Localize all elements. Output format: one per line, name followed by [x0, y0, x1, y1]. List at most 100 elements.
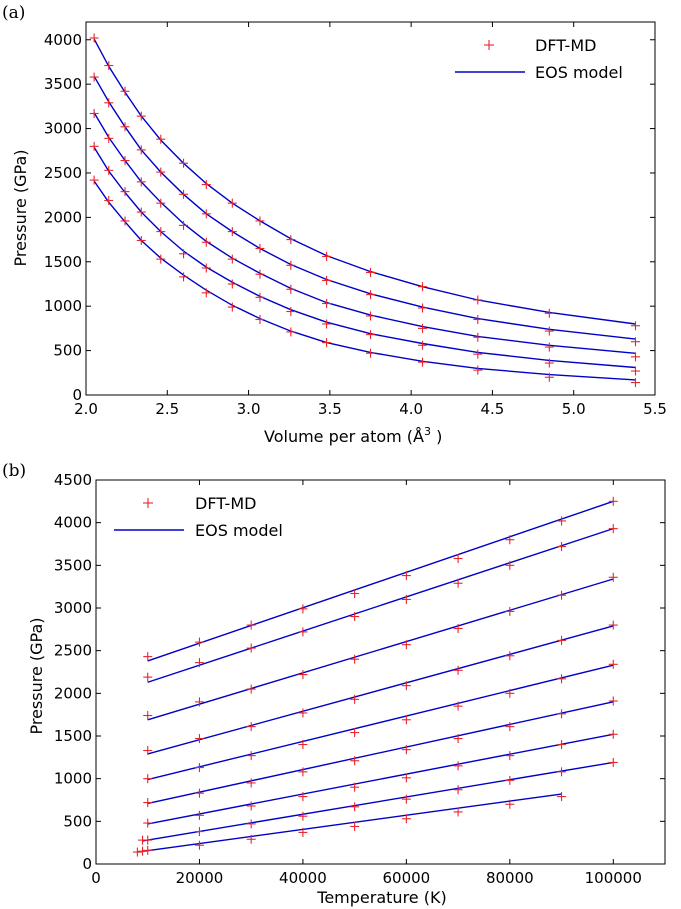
panel-b-dft-point: [505, 606, 515, 616]
panel-a-x-axis-title: Volume per atom (Å3 ): [264, 425, 442, 446]
panel-b-series-layer: [132, 496, 618, 857]
panel-a-dft-point: [179, 249, 189, 259]
panel-a-y-tick-label: 3500: [44, 75, 82, 93]
panel-a-eos-line-5: [93, 180, 636, 381]
panel-a-dft-point: [255, 315, 265, 325]
panel-b-dft-point: [194, 827, 204, 837]
panel-a-x-tick-label: 5.5: [643, 400, 667, 418]
panel-b-dft-point: [350, 612, 360, 622]
panel-a-dft-point: [104, 196, 114, 206]
panel-a-dft-point: [227, 227, 237, 237]
panel-a-dft-point: [366, 311, 375, 321]
panel-b-dft-point: [298, 604, 308, 614]
panel-b-dft-point: [453, 623, 463, 633]
panel-b-dft-point: [557, 740, 567, 750]
panel-b-dft-point: [194, 637, 204, 647]
panel-b-dft-point: [505, 799, 515, 809]
panel-a-dft-point: [473, 332, 483, 342]
panel-b-x-axis-title: Temperature (K): [316, 888, 446, 907]
panel-b-y-tick-label: 2000: [54, 684, 92, 702]
panel-a-dft-point: [104, 165, 114, 175]
panel-b-eos-line-6: [147, 701, 614, 805]
panel-b-dft-point: [138, 846, 148, 856]
panel-b-dft-point: [194, 810, 204, 820]
panel-b-dft-point: [453, 665, 463, 675]
panel-a-dft-point: [630, 366, 640, 376]
panel-b-eos-line-8: [142, 761, 614, 842]
panel-a-dft-point: [179, 220, 189, 230]
panel-b-dft-point: [194, 658, 204, 668]
panel-b-eos-line-5: [147, 664, 614, 781]
panel-a-dft-point: [136, 145, 146, 155]
panel-a-x-axis-title-text: Volume per atom (: [264, 427, 413, 446]
panel-a-series-layer: [89, 33, 640, 388]
panel-a-dft-point: [136, 177, 146, 187]
panel-b-dft-point: [557, 516, 567, 526]
panel-b-dft-point: [143, 835, 153, 845]
panel-b-dft-point: [143, 672, 153, 682]
panel-b-dft-point: [608, 729, 618, 739]
panel-a-dft-point: [227, 279, 237, 289]
panel-b-axes: 0 20000 40000 60000 80000 100000 0 500 1000 1500 2…: [54, 471, 666, 887]
panel-b-eos-line-2: [147, 527, 614, 683]
panel-a-x-axis-title-exp: 3: [424, 425, 431, 438]
panel-b-dft-point: [350, 694, 360, 704]
panel-b-dft-point: [557, 635, 567, 645]
panel-a-dft-point: [322, 299, 332, 309]
panel-b-dft-point: [608, 496, 618, 506]
panel-b-dft-point: [298, 627, 308, 637]
panel-a-dft-point: [322, 251, 332, 261]
legend-a-eos-label: EOS model: [535, 63, 623, 82]
legend-b-dft-md-label: DFT-MD: [195, 494, 256, 513]
panel-a-dft-point: [104, 61, 114, 71]
panel-a-dft-point: [89, 108, 99, 118]
panel-b-dft-point: [143, 652, 153, 662]
panel-a-dft-point: [473, 315, 483, 325]
panel-a-dft-point: [179, 189, 189, 199]
panel-a-dft-point: [227, 254, 237, 264]
panel-b-dft-point: [246, 819, 256, 829]
panel-a-y-tick-label: 2000: [44, 208, 82, 226]
panel-a-chart: (a) 2.0 2.5 3.0 3.5 4.0 4.5 5.0 5.5 0 500 1000 1500…: [2, 3, 667, 446]
panel-a-dft-point: [418, 340, 428, 350]
panel-b-eos-line-4: [147, 625, 614, 755]
panel-a-y-tick-label: 500: [53, 342, 82, 360]
panel-a-dft-point: [366, 330, 375, 340]
panel-b-y-tick-label: 4000: [54, 514, 92, 532]
panel-b-dft-point: [350, 802, 360, 812]
panel-b-dft-point: [401, 681, 411, 691]
panel-b-dft-point: [298, 811, 308, 821]
panel-b-dft-point: [401, 571, 411, 581]
panel-a-dft-point: [136, 207, 146, 217]
panel-b-y-tick-label: 3500: [54, 556, 92, 574]
panel-b-dft-point: [246, 751, 256, 761]
panel-a-legend: DFT-MD EOS model: [455, 36, 623, 82]
panel-b-dft-point: [194, 697, 204, 707]
panel-b-dft-point: [246, 801, 256, 811]
panel-a-x-tick-label: 3.0: [237, 400, 261, 418]
panel-b-dft-point: [246, 778, 256, 788]
panel-b-dft-point: [246, 620, 256, 630]
panel-b-dft-point: [298, 827, 308, 837]
panel-a-dft-point: [286, 307, 296, 317]
panel-b-dft-point: [298, 670, 308, 680]
panel-a-dft-point: [136, 235, 146, 245]
panel-a-dft-point: [156, 198, 166, 208]
panel-a-dft-point: [89, 175, 99, 185]
panel-b-dft-point: [557, 590, 567, 600]
panel-a-eos-line-1: [93, 38, 636, 325]
panel-b-dft-point: [298, 792, 308, 802]
panel-a-label: (a): [2, 3, 25, 23]
panel-b-dft-point: [401, 794, 411, 804]
panel-a-x-tick-label: 4.0: [399, 400, 423, 418]
panel-a-axes: 2.0 2.5 3.0 3.5 4.0 4.5 5.0 5.5 0 500 1000 1500 2000…: [44, 21, 667, 418]
panel-a-dft-point: [120, 156, 130, 166]
panel-a-dft-point: [179, 272, 189, 282]
panel-b-dft-point: [401, 594, 411, 604]
panel-b-dft-point: [505, 535, 515, 545]
panel-a-dft-point: [418, 323, 428, 333]
panel-b-dft-point: [298, 740, 308, 750]
panel-b-dft-point: [608, 696, 618, 706]
panel-b-y-tick-label: 0: [82, 855, 92, 873]
